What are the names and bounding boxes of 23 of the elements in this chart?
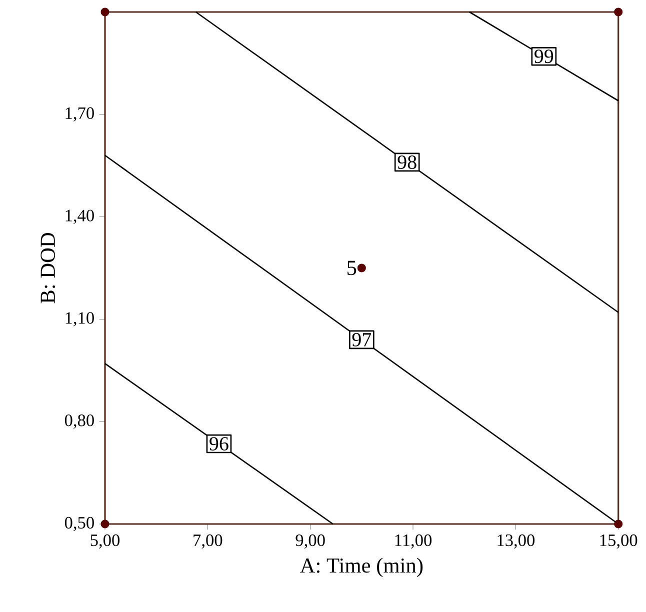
y-axis-title: B: DOD [40,233,56,304]
series-label: 98 [398,155,416,169]
point [614,8,623,16]
y-tick-label: 0,50 [64,516,94,532]
y-tick-label: 1,10 [66,312,94,326]
x-tick-label: 13,00 [498,534,535,549]
annotation: 5 [348,260,356,276]
series-label: 97 [352,332,372,346]
point [357,264,366,272]
series-label: 96 [210,437,228,450]
point [100,520,110,528]
y-tick-label: 0,80 [64,414,94,429]
y-tick-label: 1,40 [66,210,94,224]
x-tick-label: 7,00 [194,534,222,549]
x-tick-label: 9,00 [296,534,325,549]
y-tick-label: 1,70 [66,107,94,122]
point [614,520,623,528]
x-tick-label: 15,00 [600,534,638,549]
point [100,8,110,16]
series-label: 99 [534,50,554,64]
x-tick-label: 11,00 [395,534,432,549]
x-tick-label: 5,00 [90,534,120,549]
x-axis-title: A: Time (min) [300,558,423,578]
